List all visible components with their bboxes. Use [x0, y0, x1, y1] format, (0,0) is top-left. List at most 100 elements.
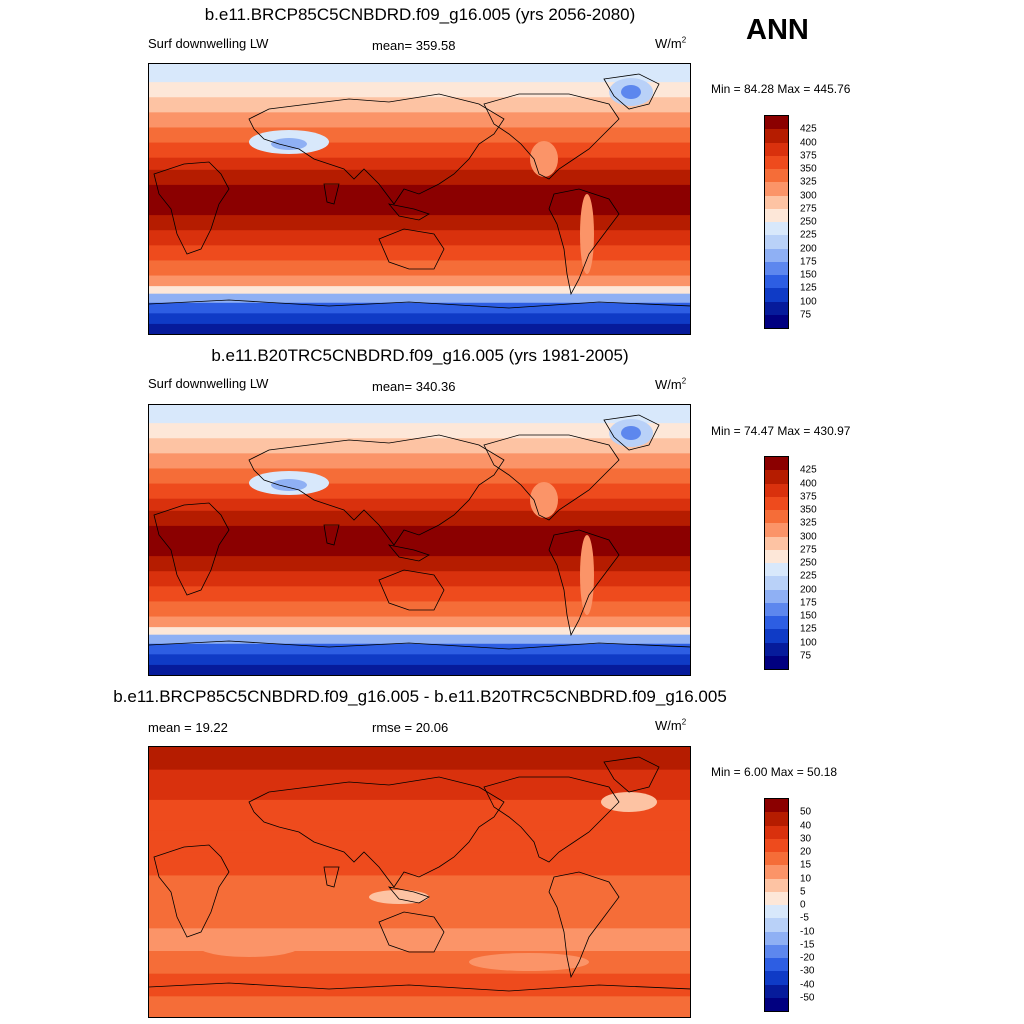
colorbar-level-label: -40	[800, 979, 815, 990]
colorbar-level-label: 350	[800, 163, 817, 175]
colorbar-level-label: 350	[800, 504, 817, 516]
map-band	[149, 313, 690, 325]
map-band	[149, 830, 690, 854]
map-band	[149, 747, 690, 771]
map-band	[149, 97, 690, 113]
coastline	[323, 183, 340, 205]
colorbar-swatch	[765, 655, 788, 669]
coastline	[387, 203, 430, 221]
map-band	[149, 215, 690, 231]
colorbar-level-label: 200	[800, 584, 817, 595]
colorbar-level-label: 400	[800, 137, 817, 148]
colorbar-swatch	[765, 944, 788, 958]
colorbar-level-label: 425	[800, 123, 817, 135]
map-band	[149, 483, 690, 500]
map-band	[369, 890, 429, 904]
map-band	[271, 479, 307, 491]
colorbar-swatch	[765, 314, 788, 328]
coastline	[153, 844, 230, 938]
panel-2-min-max: Min = 74.47 Max = 430.97	[711, 424, 851, 438]
colorbar-level-label: 30	[800, 833, 812, 845]
panel-1-colorbar	[764, 115, 789, 329]
coastline	[149, 982, 690, 992]
panel-3-title: b.e11.BRCP85C5CNBDRD.f09_g16.005 - b.e11…	[113, 687, 727, 706]
colorbar-level-label: -50	[800, 992, 815, 1004]
map-band	[149, 556, 690, 572]
panel-3-map	[148, 746, 691, 1018]
coastline	[248, 434, 505, 546]
colorbar-level-label: -20	[800, 952, 815, 964]
panel-2-map	[148, 404, 691, 676]
colorbar-swatch	[765, 222, 788, 236]
coastline	[378, 569, 445, 611]
colorbar-level-label: 150	[800, 269, 817, 281]
panel-1-variable-label: Surf downwelling LW	[148, 36, 269, 51]
map-band	[580, 194, 594, 274]
map-band	[149, 875, 690, 899]
colorbar-level-label: 275	[800, 203, 817, 215]
colorbar-level-label: 0	[800, 899, 806, 911]
colorbar-swatch	[765, 878, 788, 892]
colorbar-swatch	[765, 129, 788, 143]
map-band	[149, 616, 690, 628]
coastline	[149, 640, 690, 650]
coastline	[149, 299, 690, 309]
map-band	[149, 510, 690, 527]
colorbar-swatch	[765, 496, 788, 510]
colorbar-swatch	[765, 510, 788, 524]
colorbar-level-label: 100	[800, 296, 817, 307]
colorbar-swatch	[765, 905, 788, 919]
colorbar-level-label: 40	[800, 820, 812, 831]
coastline	[548, 188, 620, 296]
map-band	[271, 138, 307, 150]
map-band	[149, 275, 690, 287]
colorbar-level-label: 75	[800, 309, 812, 321]
colorbar-level-label: -10	[800, 926, 815, 937]
panel-3-mean: mean = 19.22	[148, 720, 228, 735]
coastline	[483, 93, 620, 180]
colorbar-swatch	[765, 799, 788, 813]
map-band	[149, 323, 690, 334]
map-band	[149, 293, 690, 304]
map-band	[149, 601, 690, 618]
map-band	[149, 142, 690, 159]
colorbar-swatch	[765, 261, 788, 275]
colorbar-swatch	[765, 865, 788, 879]
colorbar-swatch	[765, 248, 788, 262]
colorbar-level-label: 100	[800, 637, 817, 648]
season-label: ANN	[746, 14, 809, 46]
panel-3-colorbar	[764, 798, 789, 1012]
panel-2-colorbar	[764, 456, 789, 670]
colorbar-level-label: 50	[800, 806, 812, 818]
coastline	[248, 776, 505, 888]
colorbar-swatch	[765, 523, 788, 537]
panel-2-variable-label: Surf downwelling LW	[148, 376, 269, 391]
panel-1-min-max: Min = 84.28 Max = 445.76	[711, 82, 851, 96]
panel-3-min-max: Min = 6.00 Max = 50.18	[711, 765, 838, 779]
colorbar-level-label: 400	[800, 478, 817, 489]
colorbar-level-label: -5	[800, 912, 809, 924]
colorbar-swatch	[765, 457, 788, 471]
colorbar-level-label: 125	[800, 282, 817, 294]
colorbar-swatch	[765, 169, 788, 183]
coastline	[603, 73, 660, 110]
colorbar-level-label: 225	[800, 570, 817, 582]
colorbar-swatch	[765, 825, 788, 839]
coastline	[387, 544, 430, 562]
colorbar-swatch	[765, 563, 788, 577]
panel-2-title: b.e11.B20TRC5CNBDRD.f09_g16.005 (yrs 198…	[211, 346, 629, 365]
coastline	[153, 502, 230, 596]
map-band	[149, 245, 690, 261]
colorbar-level-label: 225	[800, 229, 817, 241]
panel-3-rmse: rmse = 20.06	[372, 720, 449, 735]
colorbar-level-label: 125	[800, 623, 817, 635]
panel-2-mean: mean= 340.36	[372, 379, 456, 394]
panel-3-units: W/m2	[655, 717, 687, 733]
colorbar-level-label: 300	[800, 531, 817, 542]
map-band	[149, 127, 690, 144]
map-band	[149, 571, 690, 587]
colorbar-swatch	[765, 208, 788, 222]
coastline	[323, 866, 340, 888]
map-band	[149, 852, 690, 876]
map-band	[149, 112, 690, 128]
